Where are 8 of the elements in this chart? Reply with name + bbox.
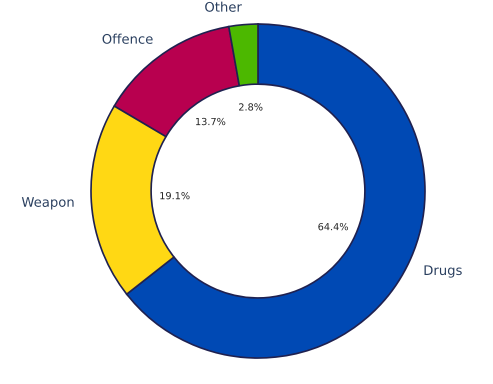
slice-label: Drugs — [424, 265, 462, 278]
data-label: 13.7% — [196, 118, 226, 126]
data-label: 19.1% — [160, 192, 190, 200]
data-label: 64.4% — [318, 222, 348, 230]
slice-label: Weapon — [22, 197, 74, 210]
data-label: 2.8% — [239, 103, 262, 111]
slice-label: Offence — [102, 34, 153, 44]
slice-label: Other — [205, 2, 242, 12]
